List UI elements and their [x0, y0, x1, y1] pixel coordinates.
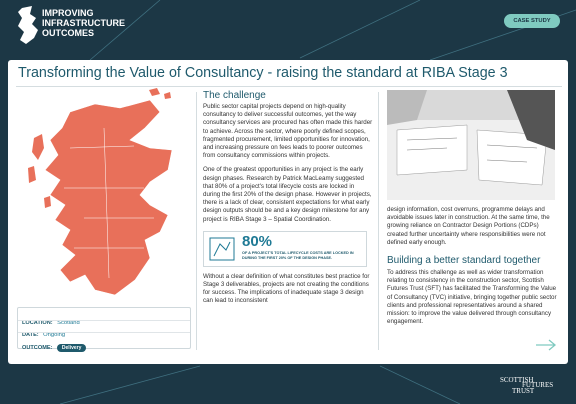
logo-line: IMPROVING [42, 8, 94, 18]
divider [378, 92, 379, 350]
label: OUTCOME: [22, 345, 53, 351]
challenge-column: The challenge Public sector capital proj… [203, 90, 373, 306]
detail-row: LOCATION: Scotland [22, 311, 80, 329]
divider [16, 86, 562, 87]
stat-icon [209, 237, 235, 261]
title: Transforming the Value of Consultancy - … [18, 65, 508, 81]
detail-row: OUTCOME: Delivery [22, 336, 87, 354]
logo-line: SCOTTISH [500, 376, 534, 384]
paragraph: Without a clear definition of what const… [203, 272, 370, 305]
divider [196, 92, 197, 350]
heading: The challenge [203, 90, 266, 101]
label: LOCATION: [22, 320, 53, 326]
stat-caption: OF A PROJECT'S TOTAL LIFECYCLE COSTS ARE… [242, 250, 354, 260]
right-column: design information, cost overruns, progr… [387, 206, 557, 326]
paragraph: To address this challenge as well as wid… [387, 269, 557, 326]
photo [387, 90, 555, 200]
paragraph: design information, cost overruns, progr… [387, 206, 550, 246]
badge: CASE STUDY [504, 14, 560, 28]
value: Ongoing [43, 332, 66, 338]
next-arrow[interactable] [534, 338, 558, 352]
logo-line: INFRASTRUCTURE [42, 18, 125, 28]
logo-line: FUTURES [522, 381, 554, 389]
outcome-pill: Delivery [56, 344, 87, 352]
logo-line: TRUST [512, 387, 535, 395]
value: Scotland [57, 320, 80, 326]
divider [18, 332, 190, 333]
details-box: LOCATION: Scotland DATE: Ongoing OUTCOME… [17, 307, 191, 352]
paragraph: One of the greatest opportunities in any… [203, 166, 372, 223]
detail-row: DATE: Ongoing [22, 323, 65, 341]
label: DATE: [22, 332, 39, 338]
map [28, 88, 173, 296]
stat-value: 80% [242, 232, 273, 250]
heading: Building a better standard together [387, 255, 541, 267]
divider [18, 320, 190, 321]
paragraph: Public sector capital projects depend on… [203, 103, 373, 160]
logo-line: OUTCOMES [42, 28, 95, 38]
logo: IMPROVING INFRASTRUCTURE OUTCOMES [42, 8, 125, 38]
footer-logo: SCOTTISH FUTURES TRUST [500, 376, 553, 395]
stat-box: 80% OF A PROJECT'S TOTAL LIFECYCLE COSTS… [203, 230, 367, 267]
